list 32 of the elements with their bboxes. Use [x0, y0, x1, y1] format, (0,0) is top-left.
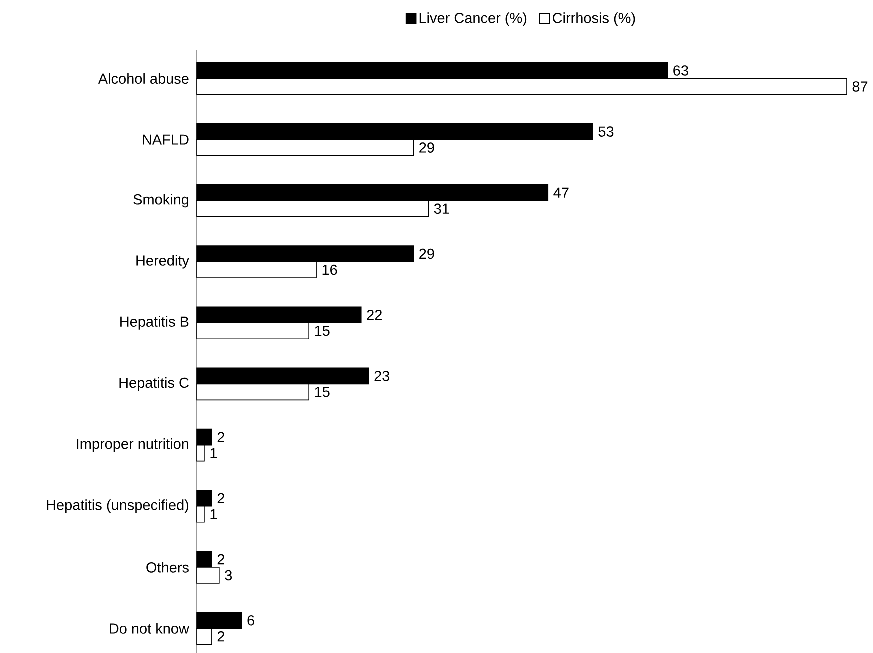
data-label: 6 — [248, 615, 254, 626]
data-label: 15 — [315, 326, 330, 336]
data-label: 29 — [420, 248, 434, 260]
data-label: 2 — [218, 554, 224, 565]
y-tick-label: Improper nutrition — [77, 438, 188, 452]
data-label: 47 — [554, 188, 569, 198]
legend-label: Liver Cancer (%) — [420, 12, 527, 26]
data-label: 31 — [434, 204, 450, 214]
data-label: 22 — [367, 310, 382, 320]
y-tick-label: NAFLD — [143, 134, 189, 145]
data-label: 3 — [225, 570, 232, 581]
y-tick-label: Others — [146, 562, 189, 573]
legend-label: Cirrhosis (%) — [553, 12, 636, 26]
data-label: 16 — [322, 264, 338, 276]
data-label: 23 — [374, 371, 390, 382]
y-tick-label: Heredity — [136, 255, 190, 269]
y-tick-label: Do not know — [110, 623, 190, 634]
data-label: 63 — [674, 66, 688, 76]
data-label: 1 — [210, 448, 218, 458]
data-label: 87 — [852, 82, 868, 92]
data-label: 2 — [218, 493, 224, 504]
data-label: 2 — [218, 432, 224, 442]
y-tick-label: Hepatitis C — [120, 377, 189, 391]
data-label: 53 — [598, 126, 614, 137]
data-label: 15 — [315, 387, 330, 398]
data-label: 29 — [420, 142, 434, 153]
data-label: 1 — [210, 509, 218, 520]
y-tick-label: Smoking — [134, 194, 189, 208]
y-tick-label: Alcohol abuse — [98, 73, 189, 84]
data-label: 2 — [218, 632, 224, 642]
y-tick-label: Hepatitis (unspecified) — [47, 500, 189, 514]
y-tick-label: Hepatitis B — [120, 316, 189, 330]
